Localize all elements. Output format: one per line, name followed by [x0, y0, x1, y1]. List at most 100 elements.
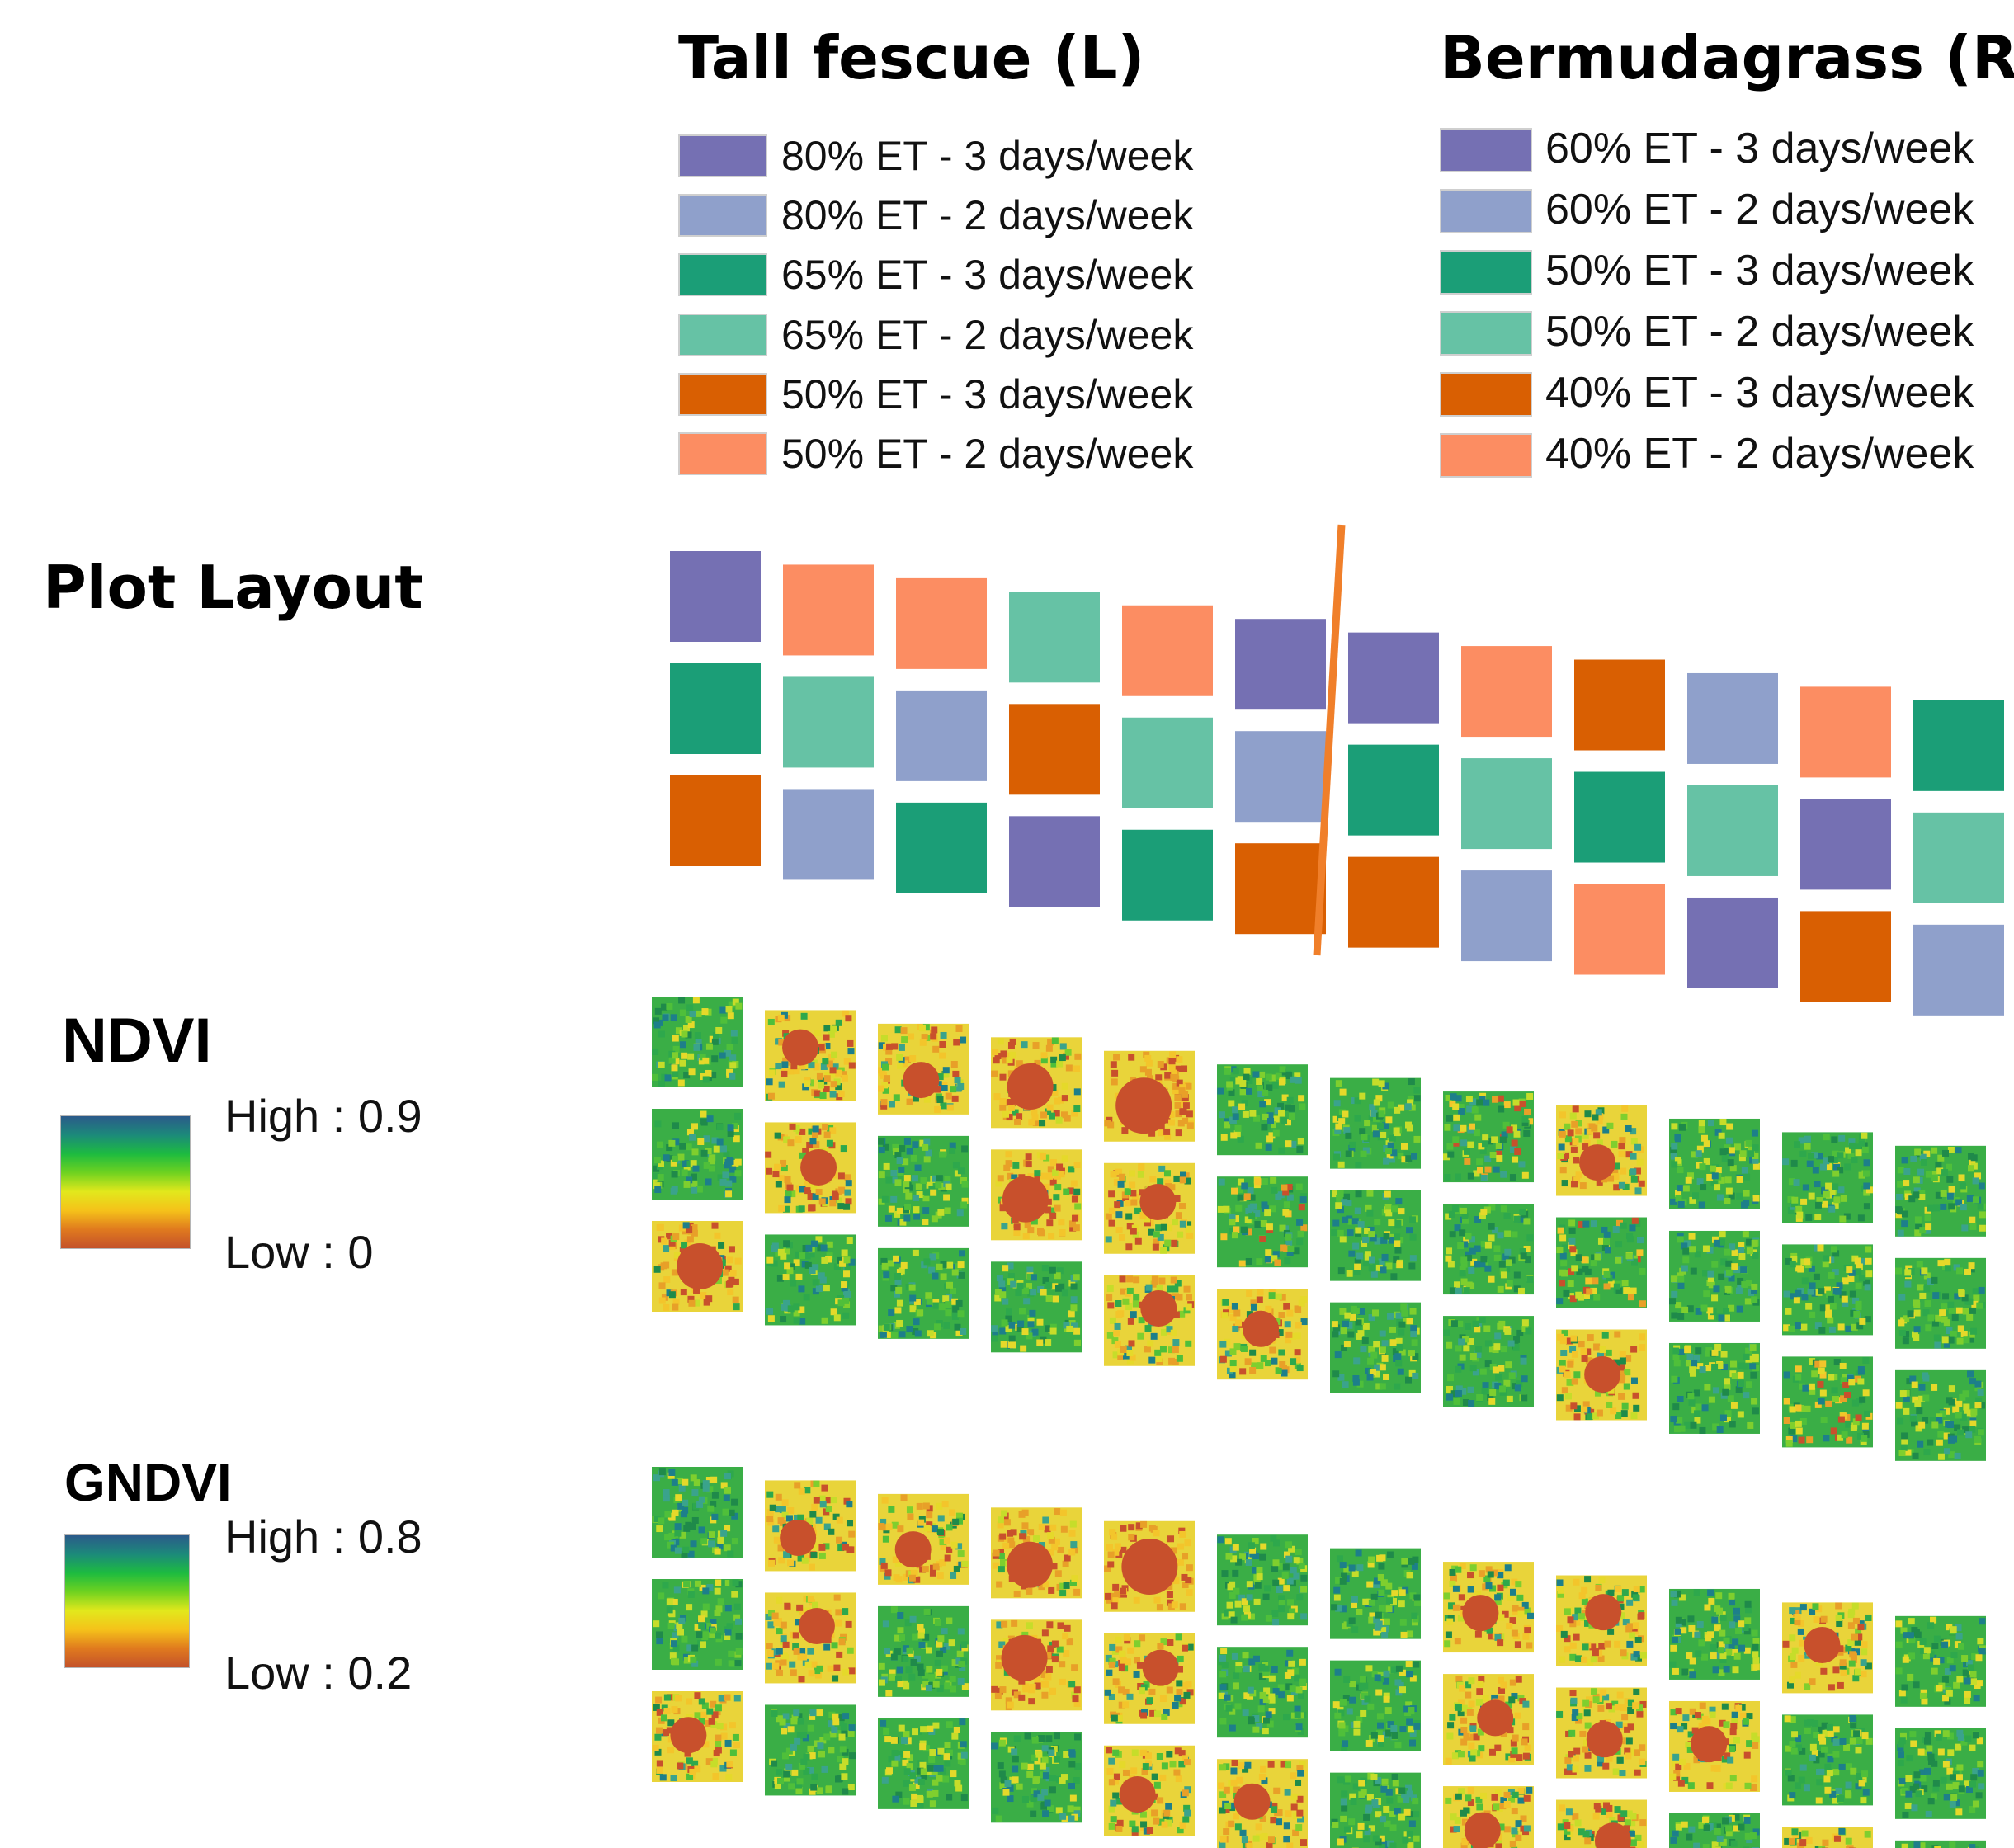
- gndvi-map-pixel: [1451, 1565, 1459, 1572]
- gndvi-map-pixel: [1907, 1673, 1914, 1681]
- ndvi-map-pixel: [734, 1158, 742, 1166]
- ndvi-map-pixel: [1814, 1181, 1821, 1188]
- ndvi-map-pixel: [672, 1035, 679, 1042]
- ndvi-map-pixel: [1724, 1285, 1732, 1293]
- ndvi-map-pixel: [932, 1045, 940, 1053]
- ndvi-map-pixel: [1284, 1257, 1291, 1265]
- ndvi-map-pixel: [1700, 1184, 1707, 1191]
- ndvi-map-pixel: [1585, 1277, 1592, 1285]
- gndvi-map-pixel: [1156, 1604, 1163, 1611]
- ndvi-map-pixel: [1521, 1375, 1528, 1383]
- ndvi-map-pixel: [1486, 1138, 1493, 1145]
- gndvi-map-pixel: [946, 1617, 953, 1624]
- ndvi-map-pixel: [671, 1064, 678, 1072]
- ndvi-map-pixel: [1380, 1237, 1388, 1244]
- ndvi-map-pixel: [1266, 1084, 1273, 1091]
- gndvi-map-pixel: [673, 1586, 681, 1594]
- ndvi-map-pixel: [1724, 1197, 1731, 1204]
- ndvi-map-pixel: [1373, 1370, 1380, 1378]
- ndvi-map-pixel: [795, 1251, 802, 1258]
- ndvi-map-pixel: [1012, 1109, 1019, 1116]
- ndvi-map-pixel: [922, 1207, 930, 1214]
- ndvi-map-pixel: [952, 1070, 960, 1077]
- ndvi-map-pixel: [945, 1301, 952, 1308]
- ndvi-map-pixel: [1830, 1427, 1837, 1435]
- gndvi-map-pixel: [1182, 1644, 1189, 1652]
- ndvi-map-pixel: [1804, 1258, 1811, 1266]
- gndvi-map-pixel: [662, 1582, 669, 1589]
- ndvi-map-pixel: [1030, 1274, 1037, 1281]
- ndvi-map-pixel: [816, 1072, 823, 1080]
- ndvi-map-pixel: [1908, 1268, 1915, 1275]
- gndvi-map-pixel: [1705, 1634, 1712, 1642]
- ndvi-map-pixel: [1236, 1186, 1243, 1194]
- gndvi-map-pixel: [892, 1556, 899, 1563]
- ndvi-map-pixel: [1927, 1314, 1935, 1322]
- gndvi-map-pixel: [1070, 1541, 1078, 1549]
- gndvi-map-pixel: [1373, 1629, 1380, 1636]
- gndvi-map-pixel: [711, 1513, 719, 1520]
- gndvi-map-pixel: [891, 1521, 899, 1529]
- ndvi-map-pixel: [1229, 1228, 1236, 1235]
- gndvi-map-pixel: [950, 1572, 957, 1579]
- ndvi-map-pixel: [1735, 1386, 1743, 1393]
- ndvi-map-pixel: [1046, 1172, 1054, 1180]
- ndvi-map-pixel: [1830, 1246, 1837, 1253]
- ndvi-map-pixel: [1177, 1231, 1184, 1238]
- ndvi-map-pixel: [1354, 1258, 1361, 1266]
- ndvi-map-pixel: [653, 1182, 660, 1190]
- ndvi-map-pixel: [807, 1193, 814, 1200]
- ndvi-map-pixel: [1278, 1312, 1285, 1319]
- ndvi-map-pixel: [685, 1143, 692, 1151]
- ndvi-map-pixel: [1809, 1282, 1816, 1289]
- gndvi-map-pixel: [1596, 1649, 1603, 1657]
- gndvi-map-pixel: [1135, 1522, 1143, 1530]
- ndvi-map-pixel: [1461, 1212, 1469, 1219]
- ndvi-map-pixel: [1719, 1414, 1727, 1421]
- gndvi-map-pixel: [827, 1665, 834, 1672]
- ndvi-map-pixel: [1575, 1120, 1582, 1127]
- ndvi-map-pixel: [823, 1075, 831, 1082]
- gndvi-map-pixel: [705, 1477, 713, 1484]
- ndvi-map-pixel: [1057, 1096, 1064, 1104]
- gndvi-map-pixel: [1733, 1615, 1741, 1623]
- gndvi-map-pixel: [1235, 1662, 1243, 1669]
- gndvi-map-pixel: [1246, 1594, 1253, 1601]
- ndvi-map-pixel: [790, 1063, 798, 1070]
- ndvi-map-pixel: [1978, 1182, 1985, 1190]
- ndvi-map-pixel: [1747, 1421, 1754, 1429]
- ndvi-map-pixel: [1904, 1280, 1912, 1288]
- ndvi-map-pixel: [653, 1017, 660, 1025]
- ndvi-map-pixel: [1054, 1097, 1061, 1105]
- ndvi-map-pixel: [1930, 1171, 1937, 1178]
- gndvi-map-pixel: [675, 1494, 682, 1502]
- gndvi-map-pixel: [1384, 1586, 1392, 1594]
- gndvi-map-pixel: [1903, 1632, 1910, 1639]
- ndvi-map-pixel: [815, 1236, 823, 1243]
- gndvi-map-pixel: [778, 1557, 785, 1564]
- legend-label: 65% ET - 2 days/week: [781, 312, 1194, 358]
- gndvi-map-pixel: [1336, 1555, 1343, 1563]
- ndvi-map-pixel: [732, 998, 739, 1006]
- ndvi-map-pixel: [1446, 1143, 1454, 1150]
- ndvi-map-pixel: [1279, 1360, 1286, 1368]
- ndvi-map-pixel: [956, 1209, 964, 1217]
- ndvi-map-pixel: [1179, 1176, 1186, 1184]
- gndvi-map-pixel: [1119, 1650, 1126, 1657]
- ndvi-map-pixel: [1032, 1042, 1040, 1049]
- ndvi-map-pixel: [1955, 1307, 1963, 1314]
- layout-plot: [670, 663, 761, 754]
- ndvi-map-pixel: [1840, 1412, 1847, 1420]
- ndvi-map-pixel: [1690, 1267, 1697, 1275]
- gndvi-map-pixel: [1412, 1556, 1419, 1563]
- ndvi-map-pixel: [1497, 1232, 1504, 1239]
- ndvi-map-pixel: [1182, 1117, 1189, 1124]
- ndvi-map-pixel: [1125, 1345, 1132, 1352]
- ndvi-map-pixel: [1557, 1333, 1564, 1341]
- ndvi-map-pixel: [1592, 1277, 1599, 1285]
- gndvi-map-pixel: [1719, 1614, 1727, 1621]
- gndvi-map-pixel: [1262, 1593, 1270, 1600]
- ndvi-map-pixel: [1832, 1250, 1840, 1257]
- ndvi-map-pixel: [1374, 1219, 1381, 1226]
- gndvi-map-pixel: [1133, 1596, 1140, 1604]
